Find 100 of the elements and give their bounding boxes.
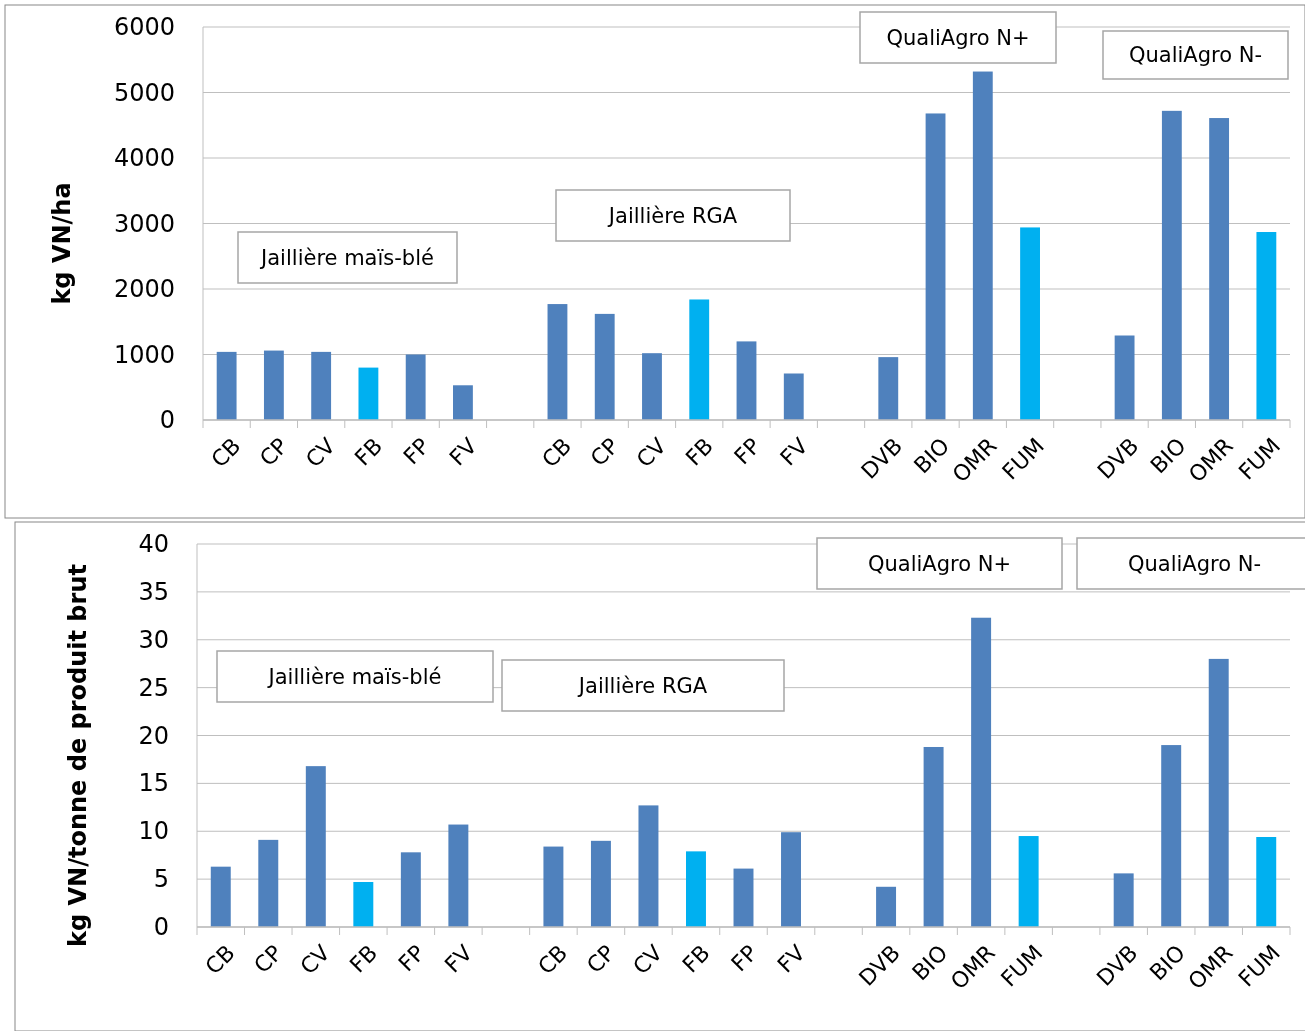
y-tick-label: 20 [138, 721, 169, 750]
x-tick-label: FB [344, 940, 383, 978]
x-tick-label: FP [398, 433, 435, 470]
x-tick-label: CV [628, 940, 668, 980]
y-axis-title: kg VN/ha [48, 182, 76, 305]
bar [638, 805, 659, 927]
x-tick-label: FB [349, 433, 388, 471]
bar [1256, 837, 1277, 927]
x-tick-label: CB [206, 433, 246, 473]
y-tick-label: 40 [138, 530, 169, 558]
bar [311, 351, 332, 420]
y-tick-label: 6000 [113, 13, 175, 41]
bar [689, 299, 710, 420]
bar [1256, 232, 1277, 420]
bar [876, 886, 897, 927]
x-tick-label: CP [249, 940, 288, 979]
bar [736, 341, 757, 420]
y-tick-label: 0 [153, 913, 169, 941]
x-tick-label: FV [775, 433, 813, 471]
bar [878, 357, 899, 420]
bar [448, 824, 469, 927]
y-tick-label: 4000 [113, 144, 175, 172]
annotation: Jaillière maïs-blé [259, 245, 434, 270]
note-box: Jaillière maïs-blé [237, 231, 458, 284]
bar [783, 373, 804, 420]
bar [971, 617, 992, 927]
bar [925, 113, 946, 420]
x-tick-label: CP [254, 433, 293, 472]
y-tick-label: 5000 [113, 78, 175, 107]
bar [1209, 118, 1230, 420]
note-box: Jaillière RGA [555, 189, 791, 242]
bar [1020, 227, 1040, 420]
x-tick-label: CB [200, 940, 240, 980]
x-tick-label: FP [726, 940, 763, 977]
note-box: Jaillière RGA [501, 659, 785, 712]
bar [400, 852, 421, 927]
bar [590, 840, 611, 927]
bar [263, 350, 284, 420]
x-tick-label: BIO [1144, 940, 1191, 986]
x-tick-label: FP [729, 433, 766, 470]
y-tick-label: 10 [138, 817, 169, 846]
bar [216, 351, 237, 420]
bar [642, 353, 662, 420]
x-tick-label: CV [631, 433, 671, 473]
x-tick-label: FV [772, 940, 810, 978]
x-tick-label: FB [680, 433, 719, 471]
y-tick-label: 2000 [113, 275, 175, 303]
note-box: QualiAgro N+ [816, 537, 1063, 590]
annotation: Jaillière RGA [576, 673, 708, 698]
annotation: QualiAgro N- [1128, 43, 1263, 67]
bar [1161, 745, 1182, 927]
bar [1161, 110, 1182, 420]
note-box: QualiAgro N+ [859, 11, 1057, 64]
x-tick-label: FV [444, 433, 482, 471]
bar [1018, 836, 1039, 927]
bar [923, 746, 944, 927]
x-tick-label: BIO [1145, 433, 1191, 479]
y-tick-label: 25 [138, 673, 169, 702]
y-tick-label: 3000 [113, 209, 175, 238]
bar [733, 868, 754, 927]
annotation: QualiAgro N+ [886, 25, 1030, 50]
bar [453, 385, 473, 420]
y-tick-label: 15 [138, 769, 169, 798]
y-tick-label: 0 [159, 406, 175, 434]
y-tick-label: 30 [138, 625, 169, 654]
note-box: QualiAgro N- [1076, 537, 1305, 590]
y-tick-label: 1000 [113, 340, 175, 369]
x-tick-label: CP [581, 940, 620, 979]
x-tick-label: CP [585, 433, 624, 472]
annotation: QualiAgro N- [1127, 551, 1262, 576]
x-tick-label: FV [439, 940, 478, 978]
bar [594, 313, 615, 420]
bar [781, 832, 801, 927]
bar [405, 354, 426, 420]
x-tick-label: FB [677, 940, 715, 978]
bar [258, 839, 279, 927]
bar [358, 367, 379, 420]
y-tick-label: 5 [153, 865, 169, 894]
bar [543, 846, 564, 927]
bar [353, 882, 374, 927]
x-tick-label: CV [295, 940, 335, 980]
bar [1114, 335, 1135, 420]
bar [1208, 658, 1229, 927]
note-box: Jaillière maïs-blé [216, 650, 494, 703]
y-axis-title: kg VN/tonne de produit brut [64, 564, 92, 947]
bar [1113, 873, 1134, 927]
note-box: QualiAgro N- [1102, 30, 1289, 80]
bar [547, 304, 568, 420]
annotation: Jaillière maïs-blé [266, 664, 442, 689]
x-tick-label: FP [393, 940, 430, 977]
annotation: QualiAgro N+ [867, 551, 1012, 576]
bar [210, 866, 231, 927]
bar [686, 851, 706, 927]
x-tick-label: CB [537, 433, 577, 473]
bar [972, 71, 993, 420]
x-tick-label: BIO [909, 433, 955, 479]
x-tick-label: CV [300, 433, 340, 473]
annotation: Jaillière RGA [606, 203, 738, 228]
x-tick-label: BIO [907, 940, 953, 986]
bar [305, 766, 326, 927]
